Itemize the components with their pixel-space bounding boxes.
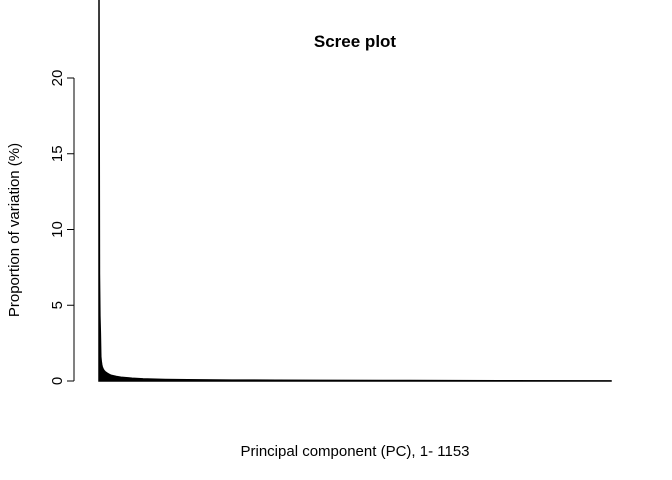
y-tick-label: 10	[49, 221, 66, 238]
y-tick-label: 20	[49, 70, 66, 87]
x-axis-label: Principal component (PC), 1- 1153	[241, 443, 470, 460]
y-tick-label: 15	[49, 145, 66, 162]
scree-area	[98, 0, 612, 382]
y-tick-label: 5	[49, 301, 66, 309]
y-axis-label: Proportion of variation (%)	[6, 143, 23, 317]
chart-title: Scree plot	[314, 32, 397, 51]
y-tick-label: 0	[49, 377, 66, 385]
